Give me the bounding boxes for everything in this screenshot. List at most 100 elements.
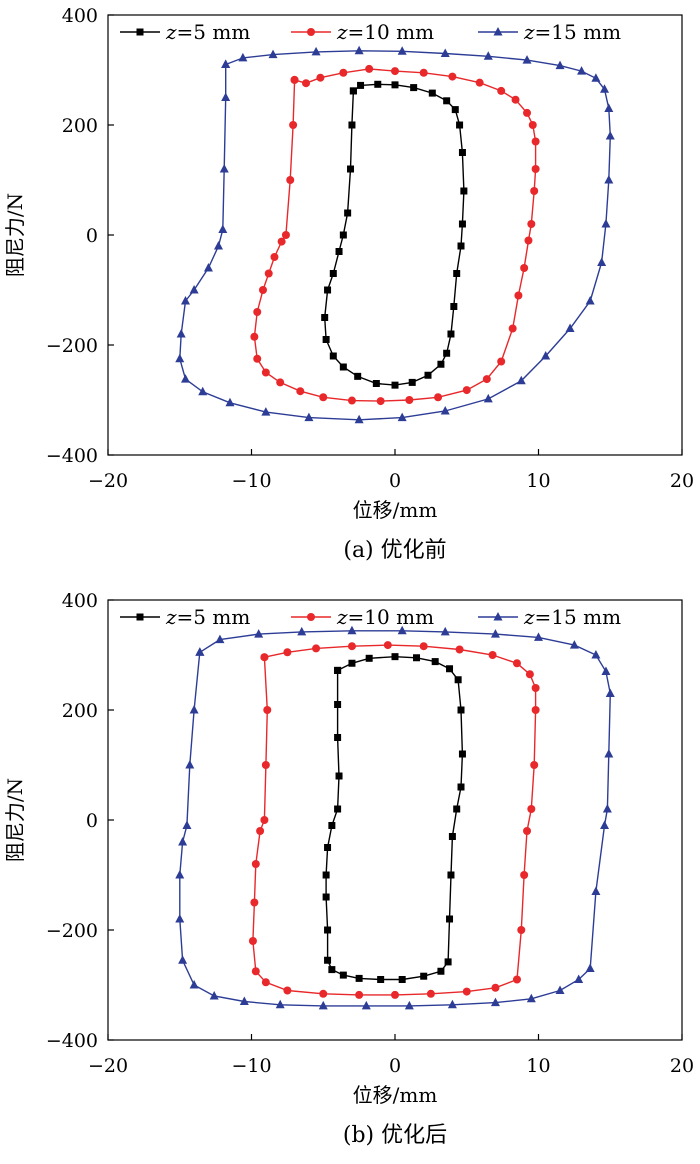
data-point [339, 363, 347, 371]
data-point [534, 632, 543, 641]
data-point [189, 285, 199, 294]
data-point [457, 783, 465, 791]
x-tick-label: 10 [526, 470, 550, 492]
data-point [512, 659, 521, 668]
series-triangle [175, 625, 615, 1010]
legend-marker [136, 613, 144, 621]
data-point [215, 634, 225, 644]
series-line [179, 630, 612, 1007]
data-point [322, 336, 330, 343]
x-tick-label: −20 [88, 1055, 128, 1077]
x-tick-label: 10 [526, 1055, 550, 1077]
legend-label: z=15 mm [523, 20, 621, 44]
data-point [324, 926, 332, 934]
data-point [440, 626, 450, 636]
data-point [410, 84, 418, 92]
data-point [195, 647, 205, 656]
data-point [450, 303, 458, 310]
data-point [334, 734, 342, 741]
data-point [391, 990, 399, 999]
data-point [448, 833, 456, 840]
data-point [324, 956, 332, 964]
legend-marker [307, 28, 315, 36]
data-point [329, 270, 337, 277]
data-point [391, 381, 399, 389]
data-point [261, 368, 270, 377]
data-point [497, 86, 506, 95]
data-point [289, 121, 298, 129]
x-axis-label: 位移/mm [353, 1083, 438, 1107]
data-point [531, 137, 540, 146]
data-point [526, 993, 536, 1003]
data-point [261, 978, 270, 987]
data-point [591, 886, 601, 895]
data-point [318, 1000, 328, 1010]
data-point [577, 66, 587, 75]
data-point [443, 97, 451, 105]
data-point [239, 996, 249, 1005]
data-point [444, 958, 452, 966]
data-point [597, 257, 607, 266]
data-point [520, 264, 529, 272]
data-point [260, 653, 269, 662]
series-line [179, 50, 612, 421]
data-point [447, 330, 455, 338]
data-point [508, 324, 517, 333]
legend-label-value: =15 mm [535, 605, 622, 629]
data-point [426, 989, 435, 998]
y-tick-label: 200 [62, 115, 98, 137]
y-tick-label: 400 [62, 590, 98, 612]
y-tick-label: 0 [86, 810, 98, 832]
x-tick-label: 0 [389, 470, 401, 492]
data-point [180, 296, 190, 305]
data-point [324, 844, 332, 851]
legend-item: z=10 mm [291, 20, 434, 44]
y-tick-label: −200 [46, 920, 98, 942]
data-point [319, 989, 328, 998]
data-point [268, 49, 278, 59]
chart-panel-1: −20 −10 0 10 20 400 200 0 −200 −400 位移/mm 阻尼力/N (a) … [3, 5, 694, 563]
data-point [601, 666, 611, 675]
series-square [322, 653, 466, 983]
data-point [397, 46, 407, 55]
data-point [296, 387, 305, 396]
data-point [347, 642, 356, 651]
data-point [347, 396, 356, 405]
data-point [374, 80, 382, 88]
data-point [602, 804, 612, 813]
data-point [517, 926, 526, 934]
data-point [321, 314, 329, 321]
legend-label: z=5 mm [165, 20, 250, 44]
y-tick-label: −400 [46, 1030, 98, 1052]
data-point [516, 375, 526, 385]
legend-item: z=15 mm [478, 605, 621, 629]
data-point [585, 963, 595, 972]
data-point [286, 176, 295, 184]
data-point [528, 121, 537, 129]
y-tick-label: 400 [62, 5, 98, 27]
data-point [377, 976, 385, 983]
data-point [458, 149, 466, 156]
data-point [283, 648, 292, 657]
series-circle [248, 641, 540, 999]
data-point [185, 760, 195, 769]
y-axis-label: 阻尼力/N [3, 193, 27, 277]
series-square [321, 80, 468, 389]
series-line [252, 644, 537, 996]
data-point [453, 805, 461, 813]
legend-label: z=10 mm [336, 20, 434, 44]
data-point [555, 60, 565, 70]
data-point [297, 626, 307, 636]
data-point [398, 976, 406, 983]
data-point [209, 991, 219, 1000]
data-point [182, 820, 192, 829]
y-axis-label: 阻尼力/N [3, 778, 27, 862]
data-point [447, 999, 457, 1009]
data-point [404, 1000, 414, 1010]
data-point [488, 651, 497, 659]
data-point [251, 967, 260, 976]
data-point [453, 270, 461, 277]
data-point [424, 371, 432, 379]
data-point [260, 816, 269, 824]
data-point [251, 860, 260, 868]
